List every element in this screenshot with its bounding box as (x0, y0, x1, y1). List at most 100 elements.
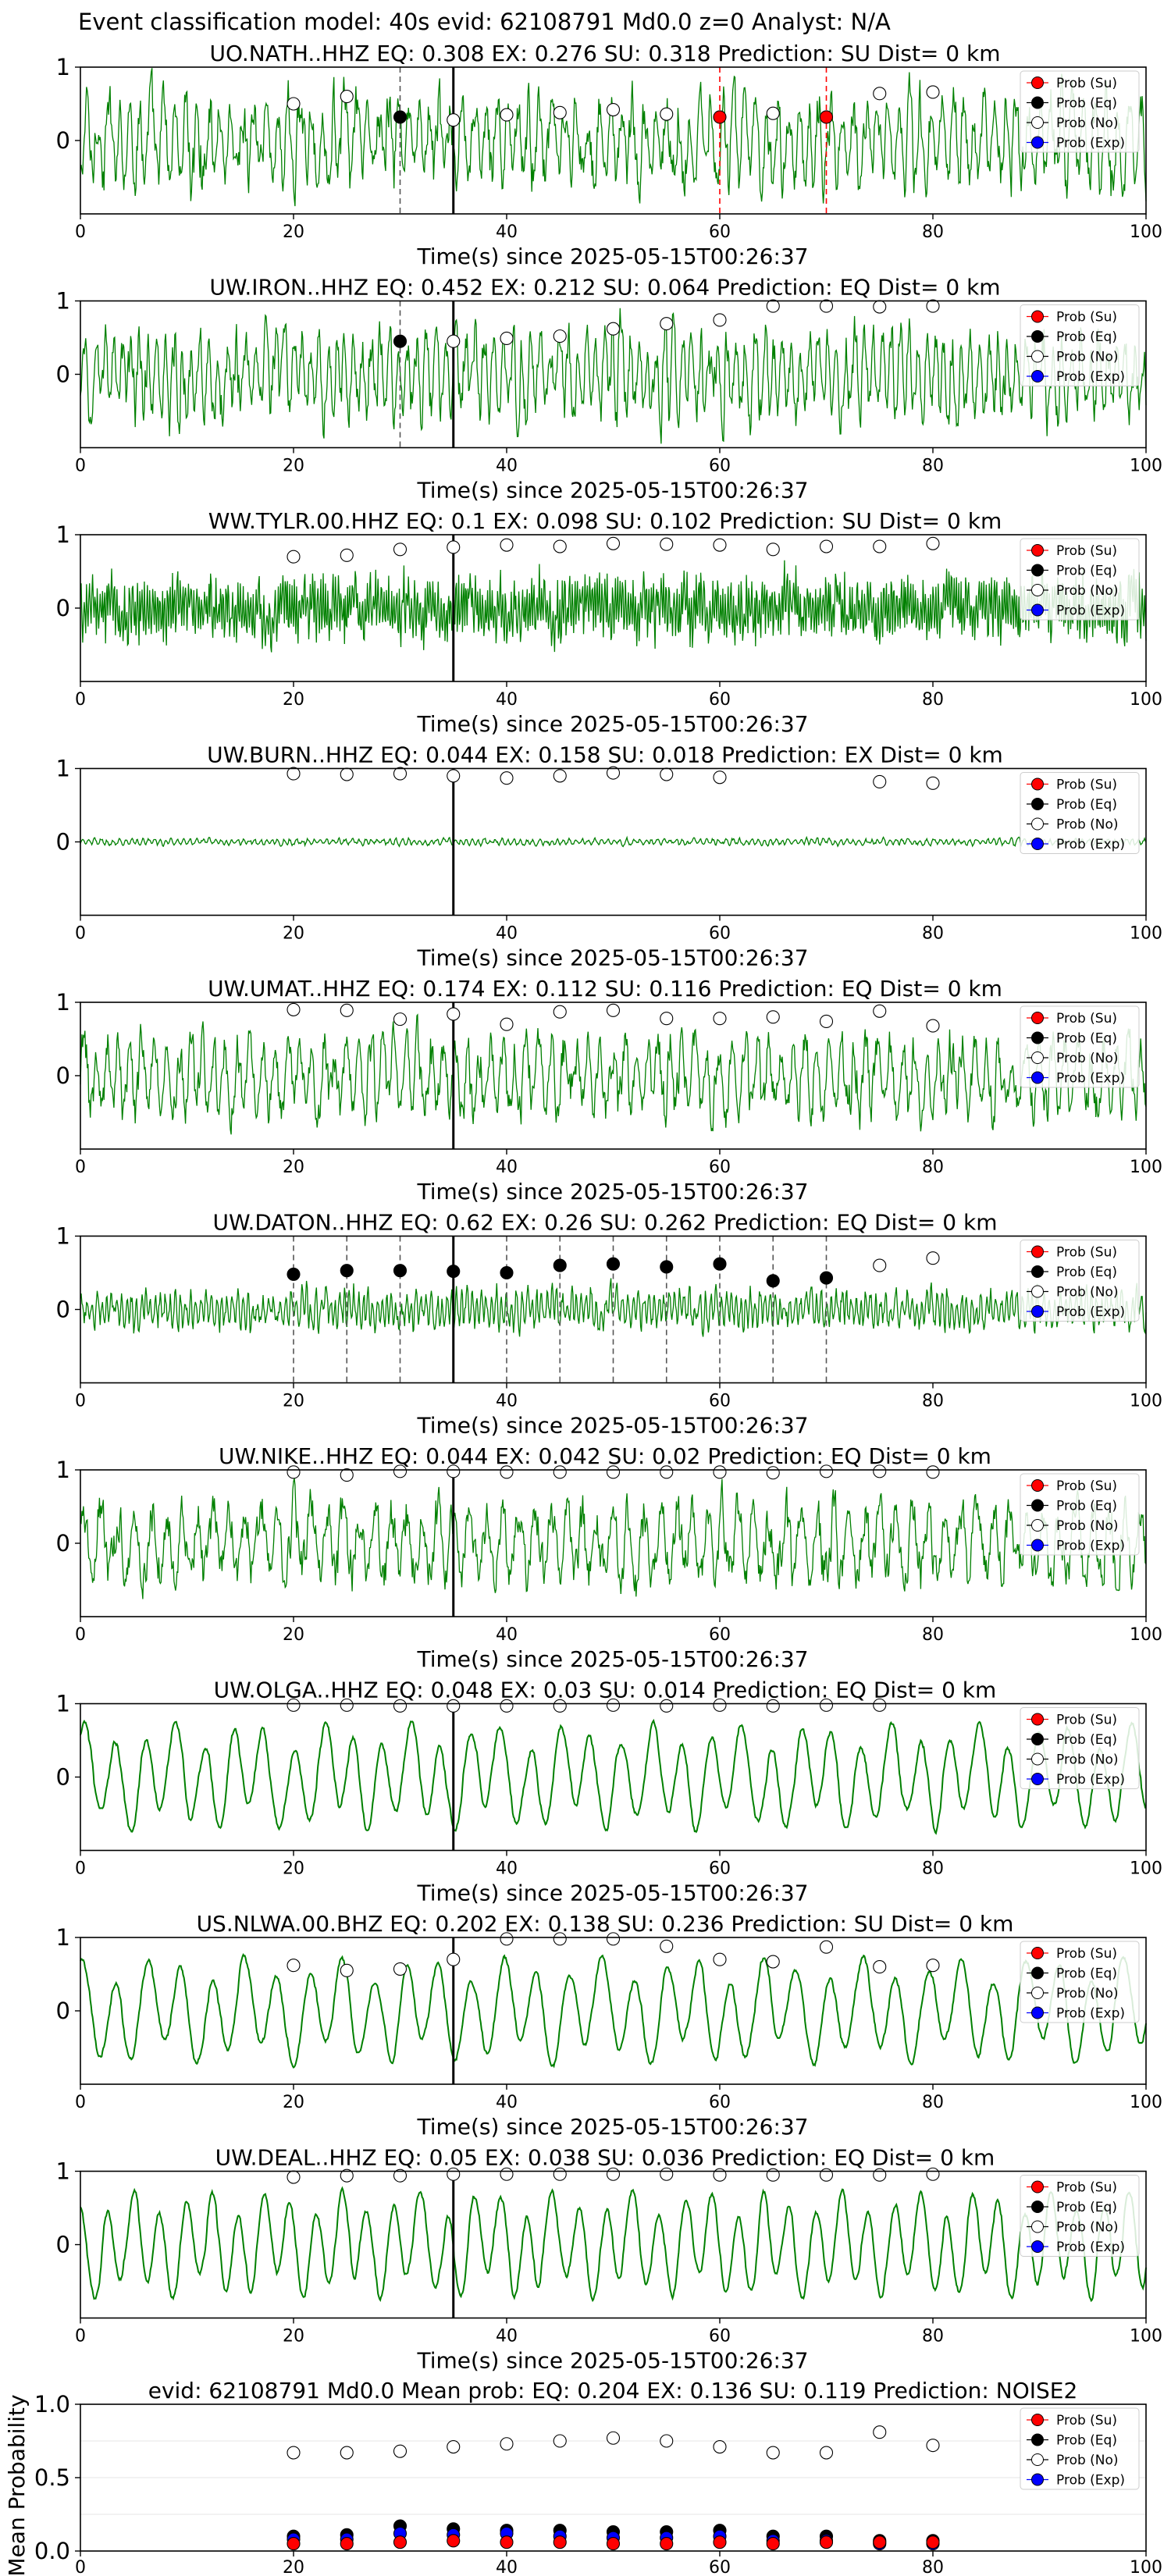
x-tick-label: 0 (75, 924, 86, 944)
x-tick-label: 0 (75, 2558, 86, 2576)
y-tick-label: 0 (56, 1764, 70, 1791)
x-tick-label: 0 (75, 1859, 86, 1879)
legend-marker-no (1031, 1051, 1044, 1064)
prob-marker-no (340, 1698, 354, 1712)
legend-box (1020, 70, 1140, 153)
prob-marker-no (873, 1464, 887, 1478)
prob-marker-no (500, 1465, 514, 1479)
legend-box (1020, 2175, 1140, 2257)
legend-label-eq: Prob (Eq) (1056, 1966, 1117, 1982)
legend-box (1020, 1707, 1140, 1789)
legend-marker-no (1031, 350, 1044, 363)
legend-label-exp: Prob (Exp) (1056, 369, 1125, 385)
legend-box (1020, 2407, 1140, 2490)
prob-marker-no (553, 329, 567, 343)
prob-marker-no (873, 87, 887, 101)
legend-label-no: Prob (No) (1056, 350, 1119, 365)
x-axis-label: Time(s) since 2025-05-15T00:26:37 (416, 2348, 808, 2374)
mean-prob-point-no (766, 2446, 780, 2460)
x-tick-label: 0 (75, 2093, 86, 2112)
prob-marker-no (660, 1699, 674, 1713)
panel-title: UO.NATH..HHZ EQ: 0.308 EX: 0.276 SU: 0.3… (209, 41, 1000, 66)
legend-marker-exp (1031, 370, 1044, 382)
prob-marker-no (340, 548, 354, 562)
x-tick-label: 20 (283, 2558, 304, 2576)
legend-label-su: Prob (Su) (1056, 2180, 1117, 2196)
legend-label-exp: Prob (Exp) (1056, 1071, 1125, 1087)
prob-marker-no (660, 1012, 674, 1026)
legend-marker-no (1031, 1285, 1044, 1298)
legend-marker-eq (1031, 2201, 1044, 2213)
y-tick-label: 0 (56, 829, 70, 856)
x-tick-label: 20 (283, 1392, 304, 1411)
legend-marker-eq (1031, 1031, 1044, 1044)
x-tick-label: 0 (75, 1625, 86, 1645)
x-tick-label: 20 (283, 924, 304, 944)
mean-probability-panel: evid: 62108791 Md0.0 Mean prob: EQ: 0.20… (4, 2378, 1162, 2576)
legend-label-no: Prob (No) (1056, 817, 1119, 833)
prob-marker-no (500, 538, 514, 552)
prob-marker-no (553, 1699, 567, 1713)
axes-frame (80, 1703, 1147, 1852)
mean-prob-point-su (393, 2535, 408, 2549)
mean-prob-point-su (819, 2535, 834, 2549)
prob-marker-eq (447, 1265, 461, 1279)
legend-label-su: Prob (Su) (1056, 1946, 1117, 1962)
prob-marker-eq (660, 1260, 674, 1274)
y-tick-label: 1 (56, 521, 70, 548)
mean-prob-point-no (340, 2446, 354, 2460)
legend-marker-su (1031, 1947, 1044, 1959)
y-tick-label: 1 (56, 1223, 70, 1250)
legend-box (1020, 538, 1140, 621)
x-tick-label: 20 (283, 1625, 304, 1645)
panel-title: UW.OLGA..HHZ EQ: 0.048 EX: 0.03 SU: 0.01… (214, 1678, 997, 1703)
prob-marker-no (873, 774, 887, 788)
legend-marker-exp (1031, 2473, 1044, 2486)
legend-box (1020, 1941, 1140, 2023)
prob-marker-no (287, 550, 301, 564)
prob-marker-no (500, 1699, 514, 1713)
x-tick-label: 60 (709, 924, 731, 944)
mean-prob-point-su (873, 2535, 887, 2549)
legend-marker-su (1031, 76, 1044, 89)
legend-label-exp: Prob (Exp) (1056, 1304, 1125, 1320)
x-axis-label: Time(s) since 2025-05-15T00:26:37 (416, 1413, 808, 1439)
prob-marker-eq (713, 1257, 727, 1271)
x-tick-label: 100 (1130, 222, 1162, 242)
legend-marker-no (1031, 817, 1044, 831)
prob-marker-no (660, 317, 674, 331)
legend-box (1020, 304, 1140, 386)
legend-label-no: Prob (No) (1056, 1986, 1119, 2001)
seismic-trace (80, 1478, 1147, 1599)
station-panel: WW.TYLR.00.HHZ EQ: 0.1 EX: 0.098 SU: 0.1… (56, 508, 1162, 737)
prob-marker-no (393, 1464, 408, 1478)
prob-marker-no (287, 1959, 301, 1973)
prob-marker-no (393, 1699, 408, 1713)
seismic-trace (80, 68, 1147, 207)
prob-marker-no (713, 2168, 727, 2182)
mean-prob-point-no (287, 2446, 301, 2460)
station-panel: UW.DEAL..HHZ EQ: 0.05 EX: 0.038 SU: 0.03… (56, 2145, 1162, 2374)
legend-label-exp: Prob (Exp) (1056, 2240, 1125, 2255)
legend-marker-exp (1031, 603, 1044, 617)
prob-marker-eq (766, 1274, 780, 1288)
x-tick-label: 60 (709, 1392, 731, 1411)
x-tick-label: 80 (922, 457, 944, 476)
x-tick-label: 80 (922, 2558, 944, 2576)
x-tick-label: 40 (496, 1158, 518, 1177)
x-tick-label: 40 (496, 1625, 518, 1645)
legend-marker-no (1031, 1752, 1044, 1766)
x-axis-label: Time(s) since 2025-05-15T00:26:37 (416, 244, 808, 269)
panel-title: UW.BURN..HHZ EQ: 0.044 EX: 0.158 SU: 0.0… (207, 742, 1003, 768)
panel-title: UW.DEAL..HHZ EQ: 0.05 EX: 0.038 SU: 0.03… (215, 2145, 995, 2171)
axes-frame (80, 1002, 1147, 1150)
prob-marker-no (713, 1465, 727, 1479)
x-tick-label: 100 (1130, 457, 1162, 476)
x-tick-label: 80 (922, 2327, 944, 2347)
station-panel: US.NLWA.00.BHZ EQ: 0.202 EX: 0.138 SU: 0… (56, 1911, 1162, 2140)
prob-marker-no (447, 334, 461, 348)
panel-title: UW.DATON..HHZ EQ: 0.62 EX: 0.26 SU: 0.26… (213, 1210, 998, 1236)
y-tick-label: 0 (56, 1998, 70, 2024)
x-tick-label: 100 (1130, 2327, 1162, 2347)
prob-marker-no (660, 107, 674, 121)
